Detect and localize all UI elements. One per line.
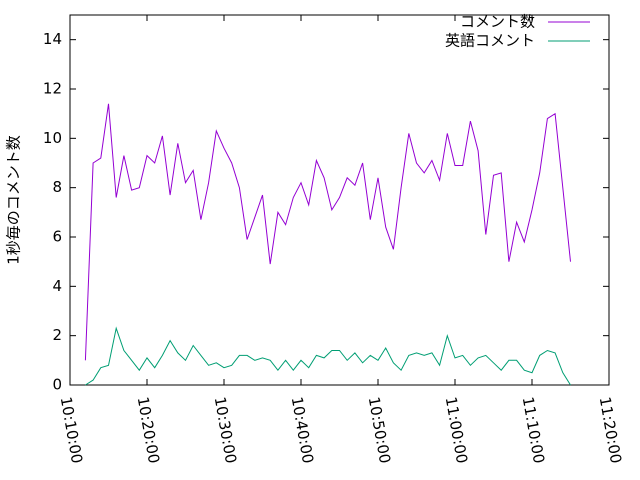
x-tick-label: 10:30:00 [211,395,240,464]
y-axis-label: 1秒毎のコメント数 [5,135,23,265]
series-line [84,103,571,361]
y-tick-label: 2 [52,326,62,344]
legend-label: コメント数 [460,13,535,31]
series-line [85,326,571,386]
y-tick-label: 12 [43,80,62,98]
y-tick-label: 10 [43,129,62,147]
legend-label: 英語コメント [445,32,535,50]
y-tick-label: 6 [52,228,62,246]
y-tick-label: 4 [52,277,62,295]
x-tick-label: 10:10:00 [57,395,86,464]
y-tick-label: 8 [52,178,62,196]
x-tick-label: 11:00:00 [442,395,471,464]
plot-frame [69,14,610,386]
y-tick-label: 14 [43,30,62,48]
x-tick-label: 10:20:00 [134,395,163,464]
x-tick-label: 10:40:00 [288,395,317,464]
x-tick-label: 10:50:00 [365,395,394,464]
y-tick-label: 0 [52,376,62,394]
x-tick-label: 11:20:00 [596,395,625,464]
x-tick-label: 11:10:00 [519,395,548,464]
